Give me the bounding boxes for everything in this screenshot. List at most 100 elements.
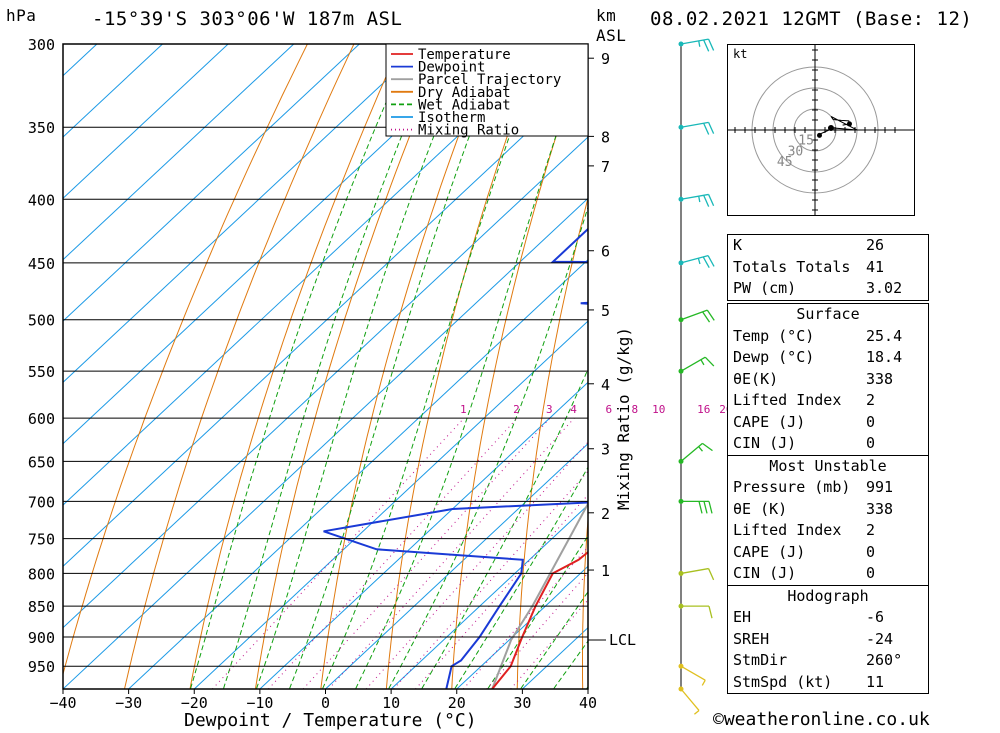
most-unstable-row: θE (K) 338 [728, 499, 928, 521]
wet-adiabat-line [520, 590, 588, 689]
lcl-label: LCL [609, 631, 636, 649]
index-value: 41 [866, 257, 885, 276]
pressure-tick-label: 800 [28, 565, 55, 583]
wind-barb [680, 442, 703, 462]
hodo-value: 11 [866, 672, 885, 691]
surface-label: Lifted Index [733, 391, 842, 409]
wind-barb-flag [698, 501, 703, 514]
km-label: km [596, 6, 617, 25]
isotherm-line [128, 258, 588, 689]
km-tick-label: 5 [601, 302, 610, 320]
pressure-tick-label: 950 [28, 658, 55, 676]
section-divider [728, 454, 928, 456]
wind-barb-flag [703, 195, 710, 207]
wind-barb [680, 356, 706, 372]
mu-value: 338 [866, 499, 894, 518]
pressure-tick-label: 450 [28, 255, 55, 273]
asl-label: ASL [596, 26, 627, 45]
index-row-totals: Totals Totals 41 [728, 257, 928, 279]
pressure-tick-label: 900 [28, 629, 55, 647]
isotherm-line [193, 320, 588, 689]
mixing-ratio-label: 2 [513, 403, 520, 416]
index-value: 3.02 [866, 279, 903, 297]
most-unstable-row: CIN (J) 0 [728, 563, 928, 585]
wet-adiabat-line [322, 44, 544, 689]
legend-label: Isotherm [418, 110, 485, 126]
hodograph-ring-label: 45 [777, 155, 793, 170]
wet-adiabat-line [190, 44, 412, 689]
parcel-trajectory-line [491, 501, 588, 689]
wind-barb-flag [707, 255, 715, 267]
index-label: K [733, 236, 743, 254]
wet-adiabat-line [388, 205, 588, 689]
index-row-pw: PW (cm) 3.02 [728, 278, 928, 300]
surface-row: Dewp (°C) 18.4 [728, 347, 928, 369]
x-tick-label: 0 [321, 694, 330, 712]
dewpoint-line [323, 227, 588, 689]
hodograph-ring-label: 30 [788, 144, 804, 159]
wind-barb-flag [702, 311, 711, 323]
mixing-ratio-label: 4 [570, 403, 577, 416]
km-tick-label: 9 [601, 50, 610, 68]
pressure-tick-label: 600 [28, 410, 55, 428]
mixing-ratio-label: 3 [546, 403, 553, 416]
hodo-value: -6 [866, 608, 885, 626]
wind-barb-flag [701, 679, 706, 686]
legend-label: Dewpoint [418, 60, 485, 76]
wind-barb-flag [707, 38, 715, 51]
hodograph-row: StmDir 260° [728, 650, 928, 672]
surface-row: CAPE (J) 0 [728, 412, 928, 434]
surface-table: Surface Temp (°C) 25.4 Dewp (°C) 18.4 θE(K… [727, 303, 929, 694]
mixing-ratio-line [462, 546, 588, 689]
wind-barb-flag [707, 194, 715, 206]
surface-row: θE(K) 338 [728, 369, 928, 391]
isotherm-line [390, 504, 588, 689]
wet-adiabat-line [256, 44, 471, 689]
isotherm-line [63, 197, 588, 689]
legend-label: Mixing Ratio [418, 123, 519, 139]
wind-barb-flag [708, 605, 713, 619]
hodograph-row: EH -6 [728, 607, 928, 629]
km-tick-label: 7 [601, 158, 610, 176]
wind-barb-flag [704, 356, 715, 367]
hodo-label: StmSpd (kt) [733, 672, 833, 691]
hodo-label: SREH [733, 629, 770, 648]
pressure-unit-label: hPa [6, 6, 37, 25]
hodograph-row: StmSpd (kt) 11 [728, 672, 928, 694]
km-tick-label: 1 [601, 562, 610, 580]
x-axis-title: Dewpoint / Temperature (°C) [184, 710, 477, 731]
dry-adiabat-line [582, 512, 588, 689]
mixing-ratio-line [393, 470, 588, 689]
mixing-ratio-line [365, 441, 588, 689]
x-tick-label: 30 [513, 694, 531, 712]
surface-label: CIN (J) [733, 434, 797, 452]
pressure-tick-label: 500 [28, 312, 55, 330]
isotherm-line [259, 381, 588, 689]
wind-barb-flag [703, 501, 708, 514]
section-divider [728, 584, 928, 586]
isotherm-line [325, 442, 588, 689]
isotherm-line [63, 44, 163, 138]
legend-label: Dry Adiabat [418, 85, 511, 101]
mu-value: 991 [866, 478, 894, 496]
surface-value: 2 [866, 391, 876, 409]
km-tick-label: 3 [601, 441, 610, 459]
hodo-label: StmDir [733, 651, 788, 669]
wind-barb [680, 309, 708, 321]
mixing-ratio-line [328, 417, 575, 689]
wind-barb-flag [703, 122, 710, 135]
x-tick-label: 40 [579, 694, 597, 712]
wind-barb-flag [707, 568, 715, 581]
surface-row: Lifted Index 2 [728, 390, 928, 412]
hodo-label: EH [733, 608, 752, 626]
surface-value: 25.4 [866, 326, 903, 345]
wind-barb-flag [698, 40, 701, 47]
mixing-ratio-line [268, 417, 518, 689]
pressure-tick-label: 400 [28, 191, 55, 209]
credit-link[interactable]: ©weatheronline.co.uk [713, 709, 930, 730]
dry-adiabat-line [255, 44, 448, 689]
isotherm-line [63, 44, 557, 506]
mixing-ratio-line [302, 417, 551, 689]
